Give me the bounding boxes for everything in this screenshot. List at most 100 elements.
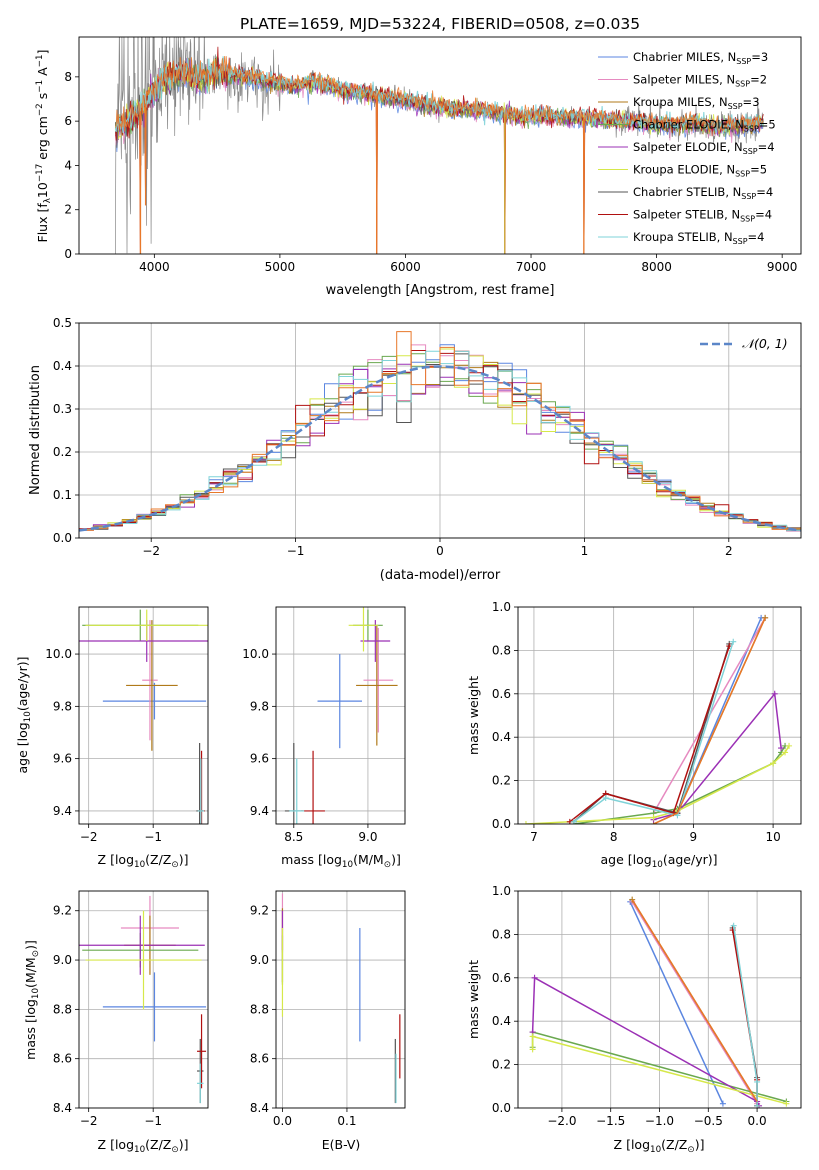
errorbar-point [301, 750, 325, 824]
weight-marker [650, 814, 657, 821]
weight-marker [719, 1100, 726, 1107]
errorbar-point [85, 910, 202, 1010]
x-tick-label: −1.5 [596, 1114, 625, 1128]
weight-marker [786, 742, 793, 749]
x-tick-label: 9.0 [358, 830, 377, 844]
y-tick-label: 0.8 [492, 643, 511, 657]
axes-frame [78, 606, 209, 825]
x-axis-label: Z [log10(Z/Z⊙)] [614, 1137, 705, 1155]
weight-series-line [525, 745, 790, 824]
spectrum-model-line [115, 55, 764, 254]
weight-marker [730, 638, 737, 645]
errorbar-point [85, 609, 208, 641]
y-tick-label: 0.0 [53, 531, 72, 545]
y-tick-label: 0.1 [53, 488, 72, 502]
y-tick-label: 0 [64, 247, 72, 261]
residual-histogram [79, 353, 801, 531]
axes-frame [275, 890, 406, 1109]
plot-area-weight_vs_Z [518, 891, 801, 1108]
y-tick-label: 0.8 [492, 927, 511, 941]
y-tick-label: 0.4 [53, 359, 72, 373]
errorbar-point [348, 607, 379, 652]
x-tick-label: 0.0 [748, 1114, 767, 1128]
gaussian-curve [79, 365, 801, 532]
legend-entry: Salpeter MILES, NSSP=2 [633, 73, 767, 89]
plot-area-spectrum [114, 37, 764, 254]
y-tick-label: 8.4 [250, 1101, 269, 1115]
x-tick-label: 8000 [641, 260, 672, 274]
panel-weight_vs_Z: −2.0 −1.5 −1.0 −0.5 0.0 0.0 0.2 0.4 0.6 0.8 1.0 mas… [466, 884, 802, 1155]
y-axis-label: age [log10(age/yr)] [15, 656, 33, 773]
weight-marker [529, 1033, 536, 1040]
x-axis-label: (data-model)/error [380, 568, 501, 583]
y-axis-label: Normed distribution [28, 365, 43, 495]
x-tick-label: 7 [530, 830, 538, 844]
panel-residuals: −2 −1 0 1 2 0.0 0.1 0.2 0.3 0.4 0.5 (data-model)/er… [28, 316, 802, 583]
x-axis-label: mass [log10(M/M⊙)] [281, 852, 401, 870]
x-tick-label: 8 [610, 830, 618, 844]
y-axis-label: mass weight [466, 960, 481, 1039]
x-tick-label: −2 [142, 544, 160, 558]
y-tick-label: 8.6 [250, 1052, 269, 1066]
plot-area-age_vs_Z [79, 607, 208, 824]
weight-marker [529, 1046, 536, 1053]
weight-marker [602, 794, 609, 801]
x-tick-label: −2 [80, 1114, 98, 1128]
weight-series-line [573, 745, 786, 824]
y-tick-label: 10.0 [45, 647, 72, 661]
y-tick-label: 9.4 [250, 804, 269, 818]
errorbar-point [197, 1014, 207, 1089]
y-tick-label: 0.0 [492, 817, 511, 831]
panel-age_vs_mass: 8.5 9.0 9.4 9.6 9.8 10.0 mass [log10(M/M⊙)] [242, 606, 406, 870]
x-axis-label: wavelength [Angstrom, rest frame] [326, 283, 555, 298]
weight-series-line [653, 617, 766, 824]
errorbar-point [317, 654, 362, 749]
y-axis-label: mass weight [466, 676, 481, 755]
errorbar-point [289, 758, 305, 824]
weight-series-line [631, 899, 758, 1102]
y-axis-label: mass [log10(M/M⊙)] [23, 940, 41, 1060]
errorbar-point [197, 758, 205, 824]
x-tick-label: 8.5 [284, 830, 303, 844]
y-tick-label: 9.8 [53, 699, 72, 713]
y-tick-label: 8.8 [53, 1002, 72, 1016]
errorbar-point [102, 972, 207, 1042]
figure-content: 4000 5000 6000 7000 8000 9000 0 2 4 6 8 wavelength … [15, 36, 802, 1155]
legend-entry: Kroupa STELIB, NSSP=4 [633, 230, 765, 246]
x-axis-label: E(B-V) [322, 1137, 361, 1152]
legend-entry: Chabrier MILES, NSSP=3 [633, 50, 768, 66]
y-tick-label: 2 [64, 203, 72, 217]
weight-marker [778, 745, 785, 752]
weight-marker [782, 749, 789, 756]
axes-frame [517, 890, 802, 1109]
y-tick-label: 9.0 [53, 953, 72, 967]
weight-marker [531, 974, 538, 981]
y-tick-label: 10.0 [242, 647, 269, 661]
y-tick-label: 9.0 [250, 953, 269, 967]
panel-mass_vs_Z: −2 −1 8.4 8.6 8.8 9.0 9.2 Z [log10(Z/Z⊙)] mass [… [23, 890, 209, 1155]
axes-frame [78, 322, 802, 539]
panel-age_vs_Z: −2 −1 9.4 9.6 9.8 10.0 Z [log10(Z/Z⊙)] age [log… [15, 606, 209, 870]
errorbar-point [356, 625, 398, 746]
x-tick-label: 7000 [516, 260, 547, 274]
y-tick-label: 0.3 [53, 402, 72, 416]
errorbar-point [142, 620, 158, 741]
x-tick-label: 9 [690, 830, 698, 844]
y-tick-label: 1.0 [492, 884, 511, 898]
plot-area-mass_vs_Z [79, 891, 208, 1108]
x-tick-label: 1 [581, 544, 589, 558]
weight-series-line [629, 901, 724, 1105]
x-axis-label: Z [log10(Z/Z⊙)] [98, 852, 189, 870]
x-tick-label: −0.5 [694, 1114, 723, 1128]
panel-mass_vs_ebv: 0.0 0.1 8.4 8.6 8.8 9.0 9.2 E(B-V) [250, 890, 406, 1152]
weight-series-line [573, 641, 734, 823]
weight-series-line [653, 691, 782, 821]
y-tick-label: 6 [64, 114, 72, 128]
y-tick-label: 1.0 [492, 600, 511, 614]
figure-title: PLATE=1659, MJD=53224, FIBERID=0508, z=0… [240, 15, 640, 33]
y-tick-label: 0.2 [53, 445, 72, 459]
legend-entry: Salpeter ELODIE, NSSP=4 [633, 140, 775, 156]
weight-marker [771, 690, 778, 697]
plot-area-mass_vs_ebv [276, 891, 405, 1108]
weight-marker [770, 760, 777, 767]
